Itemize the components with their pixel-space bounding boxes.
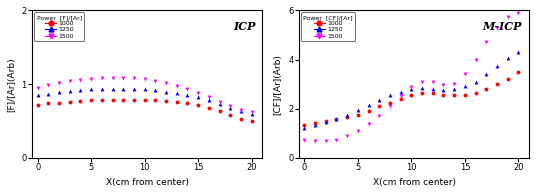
Legend: 1000, 1250, 1500: 1000, 1250, 1500 (34, 12, 85, 41)
Text: M-ICP: M-ICP (482, 21, 522, 32)
Text: ICP: ICP (233, 21, 256, 32)
X-axis label: X(cm from center): X(cm from center) (373, 178, 456, 187)
Legend: 1000, 1250, 1500: 1000, 1250, 1500 (301, 12, 355, 41)
Y-axis label: [F]/[Ar](Arb): [F]/[Ar](Arb) (7, 57, 16, 112)
X-axis label: X(cm from center): X(cm from center) (106, 178, 189, 187)
Y-axis label: [CF]/[Ar](Arb): [CF]/[Ar](Arb) (273, 54, 282, 115)
